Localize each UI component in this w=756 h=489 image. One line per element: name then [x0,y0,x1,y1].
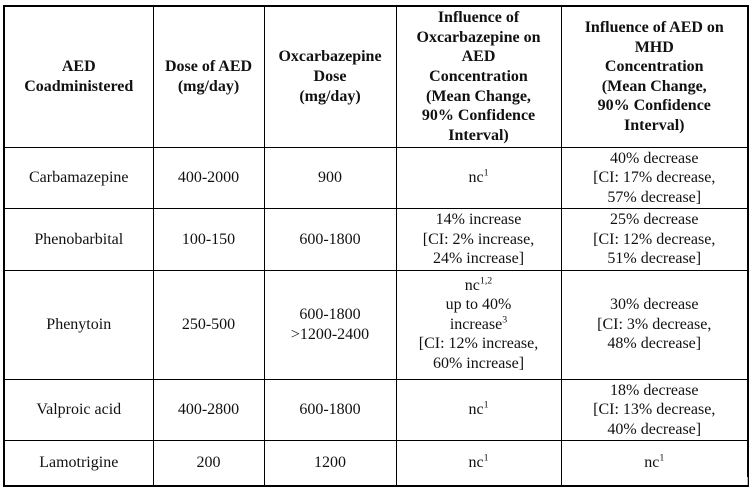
cell-aed-coadministered: Lamotrigine [3,440,154,487]
column-header-influence-oxc-on-aed: Influence of Oxcarbazepine on AED Concentra… [395,5,562,148]
cell-oxcarbazepine-dose: 900 [263,146,397,210]
cell-oxcarbazepine-dose: 1200 [263,440,397,487]
scan-artifact-mark [747,477,748,485]
table-row: Carbamazepine 400-2000 900 nc1 40% decrease[… [3,146,749,210]
cell-oxcarbazepine-dose: 600-1800 [263,378,397,442]
cell-aed-coadministered: Carbamazepine [3,146,154,210]
footnote-superscript: 1 [483,399,489,411]
cell-influence-oxc-on-aed: nc1,2 up to 40% increase3 [CI: 12% increase… [395,269,562,380]
cell-influence-aed-on-mhd: 40% decrease [CI: 17% decrease, 57% decrea… [560,146,749,210]
cell-aed-coadministered: Valproic acid [3,378,154,442]
cell-aed-coadministered: Phenytoin [3,269,154,380]
table-header: AED Coadministered Dose of AED (mg/day) Oxca… [3,5,749,148]
table-row: Phenobarbital 100-150 600-1800 14% increase… [3,208,749,271]
column-header-influence-aed-on-mhd: Influence of AED on MHD Concentration (Mean… [560,5,749,148]
cell-influence-aed-on-mhd: 18% decrease [CI: 13% decrease, 40% decrea… [560,378,749,442]
cell-influence-aed-on-mhd: 30% decrease [CI: 3% decrease, 48% decreas… [560,269,749,380]
footnote-superscript: 1 [483,452,489,464]
cell-oxcarbazepine-dose: 600-1800 [263,208,397,271]
footnote-superscript: 1 [659,452,665,464]
cell-dose-of-aed: 100-150 [152,208,265,271]
footnote-superscript: 1,2 [479,275,493,287]
cell-dose-of-aed: 400-2800 [152,378,265,442]
column-header-oxcarbazepine-dose: Oxcarbazepine Dose (mg/day) [263,5,397,148]
table-body: Carbamazepine 400-2000 900 nc1 40% decrease[… [3,146,749,487]
cell-influence-oxc-on-aed: 14% increase [CI: 2% increase, 24% increas… [395,208,562,271]
cell-influence-oxc-on-aed: nc1 [395,146,562,210]
footnote-superscript: 3 [502,314,508,326]
cell-dose-of-aed: 200 [152,440,265,487]
footnote-superscript: 1 [483,167,489,179]
table-row: Lamotrigine 200 1200 nc1 nc1 [3,440,749,487]
aed-interaction-table: AED Coadministered Dose of AED (mg/day) Oxca… [3,5,749,487]
table-row: Valproic acid 400-2800 600-1800 nc1 18% decr… [3,378,749,442]
cell-oxcarbazepine-dose: 600-1800 >1200-2400 [263,269,397,380]
header-row: AED Coadministered Dose of AED (mg/day) Oxca… [3,5,749,148]
cell-influence-oxc-on-aed: nc1 [395,378,562,442]
cell-influence-oxc-on-aed: nc1 [395,440,562,487]
column-header-aed-coadministered: AED Coadministered [3,5,154,148]
cell-influence-aed-on-mhd: 25% decrease [CI: 12% decrease, 51% decrea… [560,208,749,271]
column-header-dose-of-aed: Dose of AED (mg/day) [152,5,265,148]
table-row: Phenytoin 250-500 600-1800 >1200-2400 nc1,2 u… [3,269,749,380]
cell-influence-aed-on-mhd: nc1 [560,440,749,487]
cell-dose-of-aed: 250-500 [152,269,265,380]
cell-dose-of-aed: 400-2000 [152,146,265,210]
cell-aed-coadministered: Phenobarbital [3,208,154,271]
